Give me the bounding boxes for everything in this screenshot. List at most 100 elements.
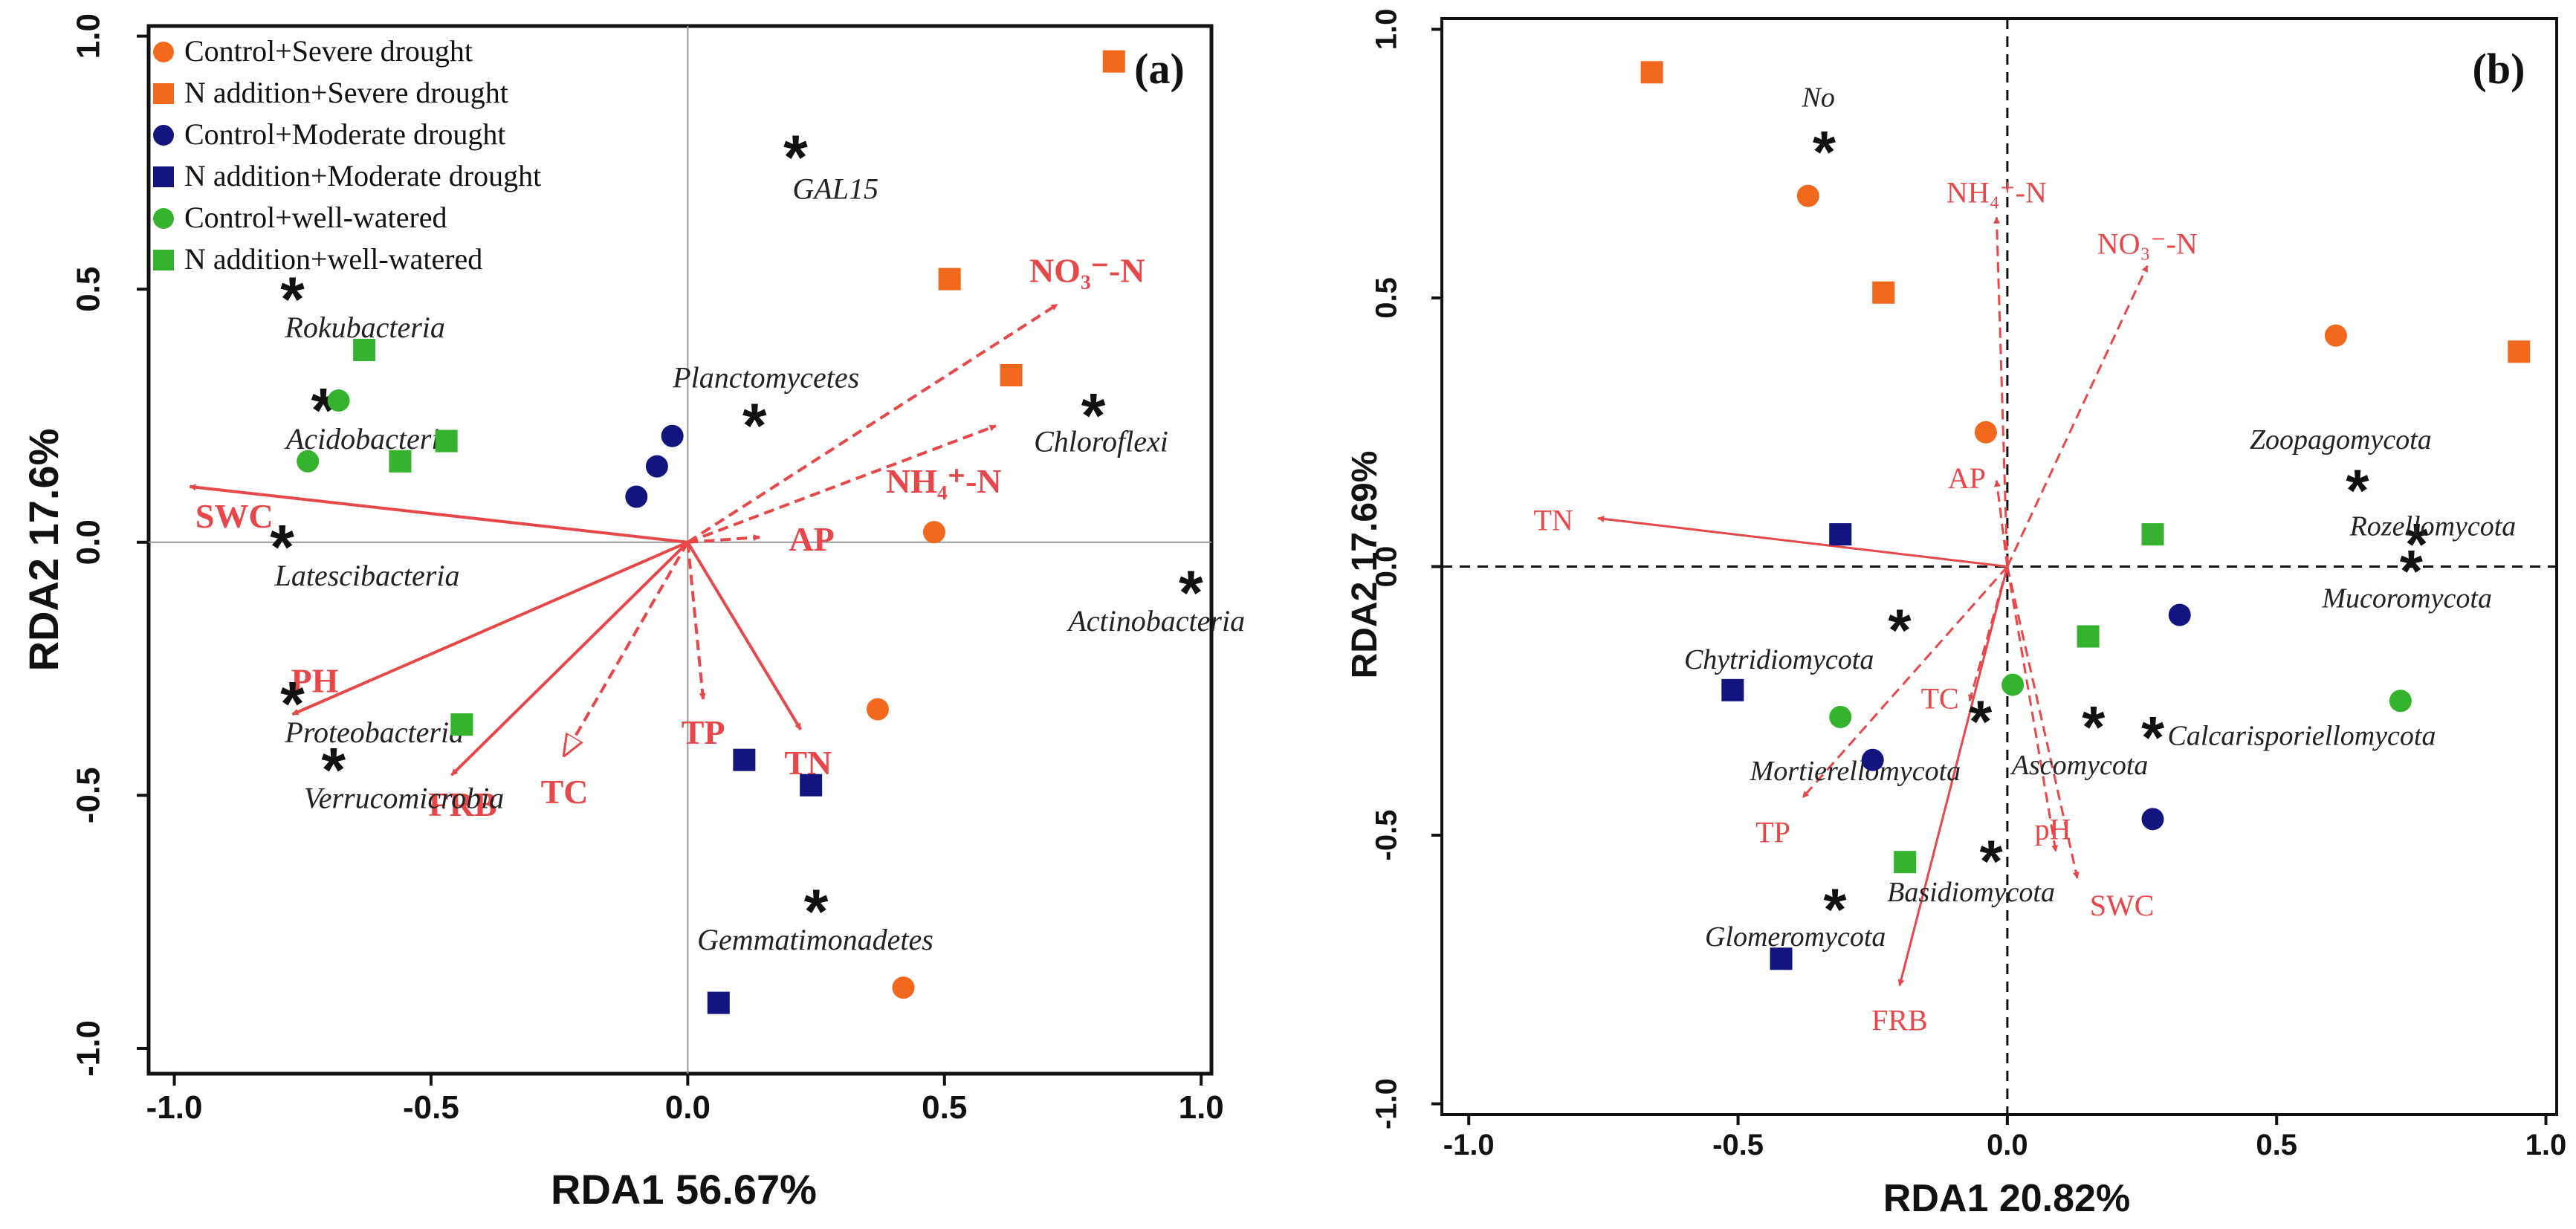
panel-b-species-label-ascomycota: Ascomycota: [2010, 750, 2149, 781]
panel-a-species-label-verrucomicrobia: Verrucomicrobia: [304, 781, 505, 814]
panel-a-sample-green-circle: [297, 450, 320, 473]
panel-b-sample-orange-square: [1872, 281, 1895, 304]
panel-a-species-label-actinobacteria: Actinobacteria: [1066, 604, 1245, 638]
panel-b-sample-green-circle: [2389, 690, 2412, 713]
panel-a-arrow-label-frb: FRB: [429, 785, 497, 823]
panel-a-sample-orange-square: [1102, 50, 1125, 73]
panel-b-samples: [1640, 61, 2531, 970]
panel-a-species-marker: *: [1179, 557, 1203, 627]
panel-a-sample-orange-circle: [922, 521, 945, 544]
panel-a-sample-navy-circle: [661, 424, 684, 447]
panel-b-species-label-no: No: [1801, 82, 1834, 114]
panel-a-sample-navy-square: [733, 748, 756, 771]
panel-a-sample-navy-square: [800, 774, 823, 797]
panel-b-sample-navy-square: [1829, 523, 1852, 546]
panel-b-species-label-chytridiomycota: Chytridiomycota: [1684, 644, 1874, 675]
panel-b-sample-green-square: [2141, 523, 2164, 546]
legend-marker-orange-circle: [153, 42, 174, 62]
panel-b-arrow-swc: [2006, 566, 2080, 879]
panel-a-species-marker: *: [804, 876, 829, 946]
panel-a-sample-navy-circle: [645, 455, 668, 478]
legend-marker-green-square: [153, 250, 174, 270]
panel-a-arrow-label-swc: SWC: [195, 497, 274, 535]
panel-a-x-tick-label: 0.5: [922, 1089, 967, 1126]
panel-b-sample-navy-circle: [1861, 748, 1884, 771]
legend-label: Control+well-watered: [184, 201, 447, 234]
panel-b-species-label-mucoromycota: Mucoromycota: [2321, 583, 2492, 614]
panel-a-species-label-chloroflexi: Chloroflexi: [1034, 425, 1168, 458]
panel-b-species-marker: *: [1980, 828, 2004, 895]
panel-b-species-marker: *: [1823, 877, 1847, 943]
panel-b-arrow-label-tc: TC: [1921, 681, 1959, 715]
panel-a-y-tick-label: 0.0: [71, 519, 107, 565]
legend-label: N addition+Moderate drought: [184, 159, 541, 192]
panel-b-arrow-label-ap: AP: [1948, 461, 1986, 495]
panel-b-ticks: -1.0 -0.5 0.0 0.5 1.0 -1.0 -0.5 0.0 0.5 1.0: [1370, 9, 2567, 1161]
panel-b-sample-orange-square: [2508, 340, 2531, 363]
legend-label: Control+Moderate drought: [184, 117, 505, 151]
panel-a-species-label-proteobacteria: Proteobacteria: [284, 716, 464, 749]
panel-a-arrow-frb: [450, 541, 689, 776]
panel-a-arrow-ph: [291, 540, 689, 716]
panel-b-env-arrows: NH₄⁺-N NO₃⁻-N AP TN TC TP pH SWC FRB: [1533, 176, 2197, 1037]
panel-a-species-marker: *: [1081, 380, 1106, 450]
panel-b-sample-orange-square: [1640, 61, 1663, 84]
panel-b-species-label-calcarisporiellomycota: Calcarisporiellomycota: [2168, 721, 2436, 752]
panel-b-sample-green-square: [2077, 625, 2100, 648]
panel-b-species: *No*Zoopagomycota*Rozellomycota*Mucoromy…: [1684, 82, 2516, 953]
panel-a-arrow-tc: [565, 541, 690, 755]
panel-b-arrow-label-tn: TN: [1533, 503, 1573, 536]
panel-b-species-marker: *: [1969, 689, 1993, 755]
panel-a-arrow-tp: [686, 542, 706, 700]
panel-a-y-tick-label: -1.0: [71, 1020, 107, 1077]
panel-b-sample-orange-circle: [2324, 324, 2347, 347]
panel-a-sample-navy-square: [707, 991, 730, 1014]
panel-b-sample-orange-circle: [1796, 184, 1819, 207]
panel-a-sample-green-square: [353, 338, 376, 361]
panel-b-arrow-label-swc: SWC: [2090, 889, 2155, 922]
panel-a-frame: [146, 24, 1214, 1076]
panel-b-arrow-label-frb: FRB: [1871, 1003, 1928, 1037]
panel-a: -1.0 -0.5 0.0 0.5 1.0 -1.0 -0.5 0.0 0.5 1.0 NO₃⁻-…: [20, 13, 1245, 1213]
panel-a-species-marker: *: [280, 669, 305, 739]
panel-b-arrow-label-no-n: NO₃⁻-N: [2097, 227, 2198, 261]
panel-b-x-tick-label: 0.5: [2256, 1129, 2297, 1161]
panel-a-arrow-label-ph: PH: [291, 661, 338, 699]
panel-b-species-label-basidiomycota: Basidiomycota: [1887, 877, 2055, 908]
panel-a-species-label-gal15: GAL15: [792, 172, 878, 205]
panel-b-species-label-rozellomycota: Rozellomycota: [2349, 510, 2517, 542]
panel-a-y-tick-label: -0.5: [71, 767, 107, 823]
panel-b: -1.0 -0.5 0.0 0.5 1.0 -1.0 -0.5 0.0 0.5 1.0 NH₄⁺-…: [1345, 9, 2566, 1220]
panel-a-ticks: -1.0 -0.5 0.0 0.5 1.0 -1.0 -0.5 0.0 0.5 1.0: [71, 13, 1224, 1126]
panel-a-sample-orange-square: [1000, 364, 1023, 386]
legend-marker-navy-square: [153, 166, 174, 187]
panel-b-sample-green-square: [1894, 851, 1917, 874]
panel-b-y-tick-label: 0.0: [1370, 546, 1403, 588]
panel-a-species-label-acidobacteria: Acidobacteria: [284, 422, 455, 455]
panel-a-arrow-tn: [686, 541, 803, 730]
panel-b-x-tick-label: -1.0: [1443, 1129, 1495, 1161]
legend: Control+Severe drought N addition+Severe …: [153, 34, 541, 276]
panel-b-y-tick-label: -1.0: [1370, 1078, 1403, 1129]
panel-a-species-label-latescibacteria: Latescibacteria: [274, 559, 460, 592]
panel-a-x-tick-label: 0.0: [665, 1089, 711, 1126]
panel-a-x-tick-label: 1.0: [1179, 1089, 1224, 1126]
panel-a-sample-navy-circle: [625, 485, 648, 508]
panel-a-sample-green-square: [389, 450, 412, 473]
panel-a-arrow-label-nh-n: NH₄⁺-N: [886, 462, 1002, 500]
panel-b-arrow-ap: [1993, 479, 2009, 567]
panel-a-sample-orange-circle: [892, 976, 915, 999]
panel-b-species-label-glomeromycota: Glomeromycota: [1705, 921, 1886, 953]
panel-b-species-marker: *: [1888, 597, 1912, 664]
panel-a-tag: (a): [1134, 45, 1185, 93]
legend-label: N addition+Severe drought: [184, 76, 508, 109]
panel-b-species-marker: *: [2400, 538, 2424, 604]
legend-label: Control+Severe drought: [184, 34, 473, 68]
panel-b-arrow-label-ph: pH: [2035, 813, 2071, 846]
panel-b-x-tick-label: 1.0: [2525, 1129, 2567, 1161]
panel-a-sample-orange-circle: [866, 698, 889, 721]
panel-b-species-label-mortierellomycota: Mortierellomycota: [1750, 756, 1961, 787]
panel-b-sample-orange-circle: [1974, 421, 1997, 444]
legend-marker-navy-circle: [153, 125, 174, 146]
